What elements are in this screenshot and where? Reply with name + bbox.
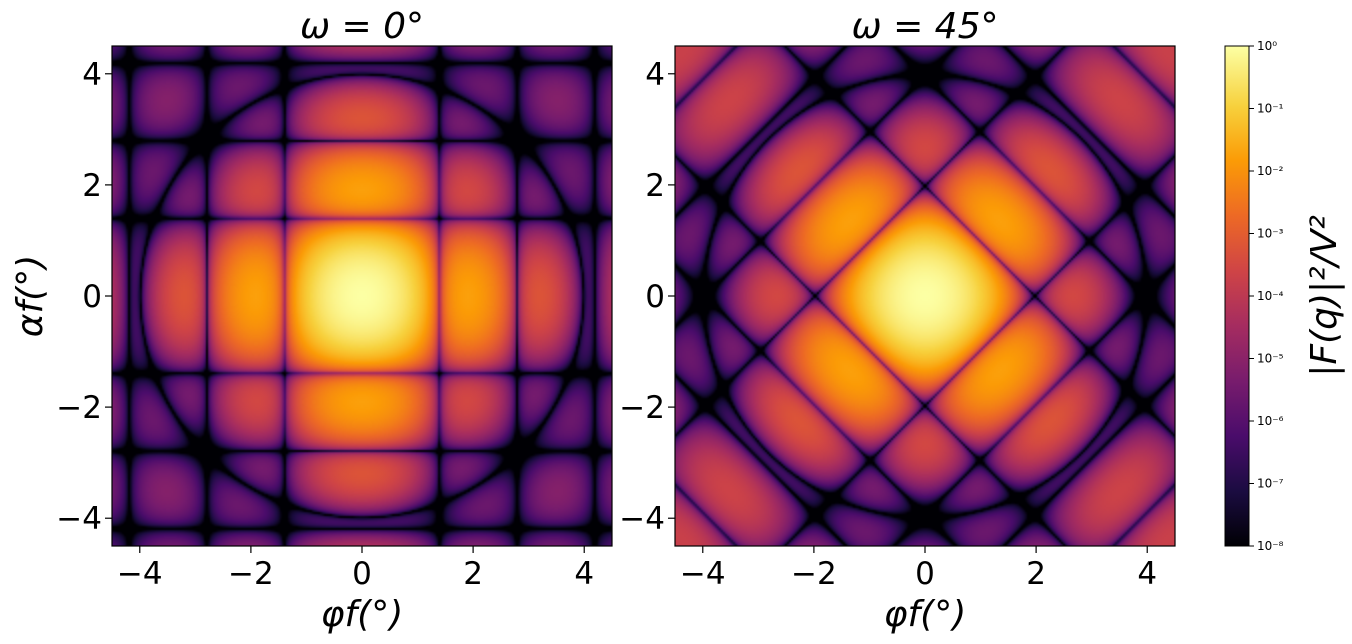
x-tick-label: −2 — [791, 556, 837, 592]
axis-ticks: −4 −2 0 2 4 −4 −2 0 2 4 — [56, 57, 594, 592]
colorbar-gradient — [1224, 45, 1250, 547]
colorbar-tick-label: 10⁻⁷ — [1257, 477, 1284, 491]
colorbar-tick-label: 10⁰ — [1257, 39, 1277, 53]
y-tick-label: −2 — [56, 390, 102, 426]
colorbar-tick-label: 10⁻⁸ — [1257, 539, 1284, 553]
colorbar-label: |F(q)|²/V² — [1304, 215, 1345, 377]
y-tick-label: 4 — [645, 57, 665, 93]
x-tick-label: 0 — [352, 556, 372, 592]
colorbar-tick-label: 10⁻⁵ — [1257, 352, 1284, 366]
x-tick-label: −4 — [117, 556, 163, 592]
x-tick-label: 2 — [463, 556, 483, 592]
y-tick-label: 0 — [645, 279, 665, 315]
x-tick-label: 4 — [574, 556, 594, 592]
x-tick-label: 4 — [1137, 556, 1157, 592]
heatmap-panel-omega-45: ω = 45° −4 −2 0 2 4 −4 −2 0 2 4 φf(°) — [619, 6, 1176, 635]
heatmap-panel-omega-0: ω = 0° −4 −2 0 2 4 −4 −2 0 2 4 φf(°) αf(°) — [10, 6, 613, 635]
colorbar-tick-label: 10⁻³ — [1257, 227, 1284, 241]
y-tick-label: 4 — [82, 57, 102, 93]
heatmap-image — [675, 46, 1175, 546]
colorbar-tick-label: 10⁻¹ — [1257, 102, 1284, 116]
heatmap-image — [112, 46, 612, 546]
y-tick-label: −2 — [619, 390, 665, 426]
y-tick-label: 2 — [645, 168, 665, 204]
colorbar-tick-label: 10⁻² — [1257, 164, 1284, 178]
colorbar-ticks: 10⁰ 10⁻¹ 10⁻² 10⁻³ 10⁻⁴ 10⁻⁵ 10⁻⁶ 10⁻⁷ 10⁻⁸ — [1249, 39, 1284, 553]
x-tick-label: 2 — [1026, 556, 1046, 592]
x-axis-label: φf(°) — [321, 594, 404, 635]
y-axis-label: αf(°) — [10, 255, 51, 338]
x-tick-label: 0 — [915, 556, 935, 592]
x-axis-label: φf(°) — [884, 594, 967, 635]
x-tick-label: −4 — [680, 556, 726, 592]
y-tick-label: −4 — [56, 501, 102, 537]
panel-title: ω = 45° — [851, 6, 998, 47]
axis-ticks: −4 −2 0 2 4 −4 −2 0 2 4 — [619, 57, 1157, 592]
panel-title: ω = 0° — [300, 6, 424, 47]
colorbar-tick-label: 10⁻⁶ — [1257, 414, 1284, 428]
colorbar: 10⁰ 10⁻¹ 10⁻² 10⁻³ 10⁻⁴ 10⁻⁵ 10⁻⁶ 10⁻⁷ 10⁻⁸ |F(q… — [1224, 39, 1345, 553]
y-tick-label: −4 — [619, 501, 665, 537]
x-tick-label: −2 — [228, 556, 274, 592]
colorbar-tick-label: 10⁻⁴ — [1257, 289, 1284, 303]
y-tick-label: 0 — [82, 279, 102, 315]
y-tick-label: 2 — [82, 168, 102, 204]
